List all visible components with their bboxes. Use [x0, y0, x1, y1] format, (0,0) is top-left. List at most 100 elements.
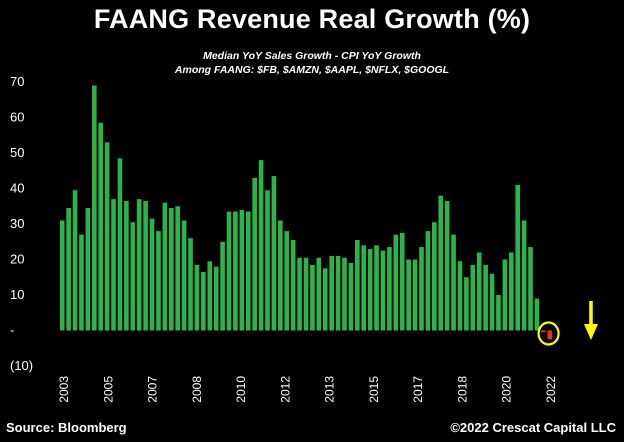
bar [483, 264, 488, 331]
x-tick-label: 2005 [101, 376, 115, 403]
bar [451, 234, 456, 331]
x-tick-label: 2022 [544, 376, 558, 403]
bar [226, 211, 232, 331]
bar [66, 208, 71, 331]
y-tick-label: 20 [10, 252, 24, 267]
bar [444, 200, 450, 331]
bar [104, 142, 110, 331]
bar [201, 271, 206, 331]
x-axis: 2003 2005 2007 2008 2010 2012 2013 2015 2017 2018… [57, 376, 558, 403]
bar [496, 295, 501, 331]
bar [188, 238, 193, 331]
bar [342, 257, 347, 331]
bar [457, 261, 463, 331]
bar [310, 264, 315, 331]
bar [412, 259, 418, 331]
bar [355, 239, 360, 331]
bar [213, 266, 219, 331]
bar [335, 255, 341, 331]
bar [541, 330, 546, 333]
bar [303, 257, 309, 331]
y-tick-label: 50 [10, 145, 24, 160]
bar [547, 330, 553, 340]
bar [322, 268, 328, 331]
bar [181, 220, 187, 331]
x-tick-label: 2017 [411, 376, 425, 403]
bar [502, 259, 508, 331]
bar [361, 245, 367, 331]
chart-title: FAANG Revenue Real Growth (%) [93, 4, 531, 34]
bar [265, 190, 270, 331]
bar [297, 257, 302, 331]
x-tick-label: 2007 [146, 376, 160, 403]
bar [316, 257, 322, 331]
bar [399, 232, 405, 331]
bar [149, 218, 155, 331]
bar [278, 220, 283, 331]
y-tick-label: (10) [10, 358, 33, 373]
bar [233, 211, 238, 331]
bar [194, 264, 200, 331]
x-tick-label: 2008 [190, 376, 204, 403]
bar [387, 247, 392, 331]
bar [374, 245, 379, 331]
bar [528, 247, 533, 331]
bar [252, 177, 257, 331]
bar [348, 263, 354, 331]
bar [515, 184, 521, 331]
y-tick-label: 60 [10, 110, 24, 125]
bar [79, 234, 84, 331]
bar [419, 247, 424, 331]
annotations [537, 301, 598, 346]
bar [98, 122, 104, 331]
bar [168, 208, 174, 331]
y-tick-label: 70 [10, 74, 24, 89]
bar [425, 231, 431, 331]
y-tick-label: 10 [10, 287, 24, 302]
bar [136, 199, 142, 331]
bar [290, 239, 296, 331]
down-arrow-icon [584, 324, 598, 340]
bar [175, 206, 180, 331]
bar [406, 259, 411, 331]
bar [207, 261, 213, 331]
y-axis: (10) - 10 20 30 40 50 60 70 [10, 74, 33, 373]
bar [432, 222, 437, 331]
x-tick-label: 2012 [278, 376, 292, 403]
x-tick-label: 2013 [323, 376, 337, 403]
bar [380, 250, 386, 331]
copyright-note: ©2022 Crescat Capital LLC [450, 420, 616, 435]
highlight-circle-icon [537, 321, 560, 346]
bar [367, 248, 373, 331]
bar [130, 222, 136, 331]
bar [91, 85, 97, 331]
bar [239, 209, 245, 331]
y-tick-label: 30 [10, 216, 24, 231]
x-tick-label: 2018 [456, 376, 470, 403]
bar [489, 273, 495, 331]
bar [59, 220, 65, 331]
bar [470, 264, 476, 331]
y-tick-label: 40 [10, 181, 24, 196]
bar [111, 199, 116, 331]
x-tick-label: 2003 [57, 376, 71, 403]
bar [393, 234, 399, 331]
bar [438, 195, 444, 331]
bar [521, 220, 527, 331]
bar [72, 190, 78, 331]
bar [143, 200, 148, 331]
chart-subtitle-line-2: Among FAANG: $FB, $AMZN, $AAPL, $NFLX, $… [174, 64, 450, 76]
bar [162, 202, 168, 331]
y-tick-label: - [10, 323, 14, 338]
bar [124, 200, 129, 331]
source-note: Source: Bloomberg [6, 420, 127, 435]
bar [329, 255, 334, 331]
bar [534, 298, 540, 331]
bar [117, 158, 123, 331]
bar [271, 176, 277, 331]
bar [245, 211, 251, 331]
x-tick-label: 2015 [367, 376, 381, 403]
bar [464, 277, 469, 331]
bar [508, 252, 514, 331]
x-tick-label: 2010 [234, 376, 248, 403]
